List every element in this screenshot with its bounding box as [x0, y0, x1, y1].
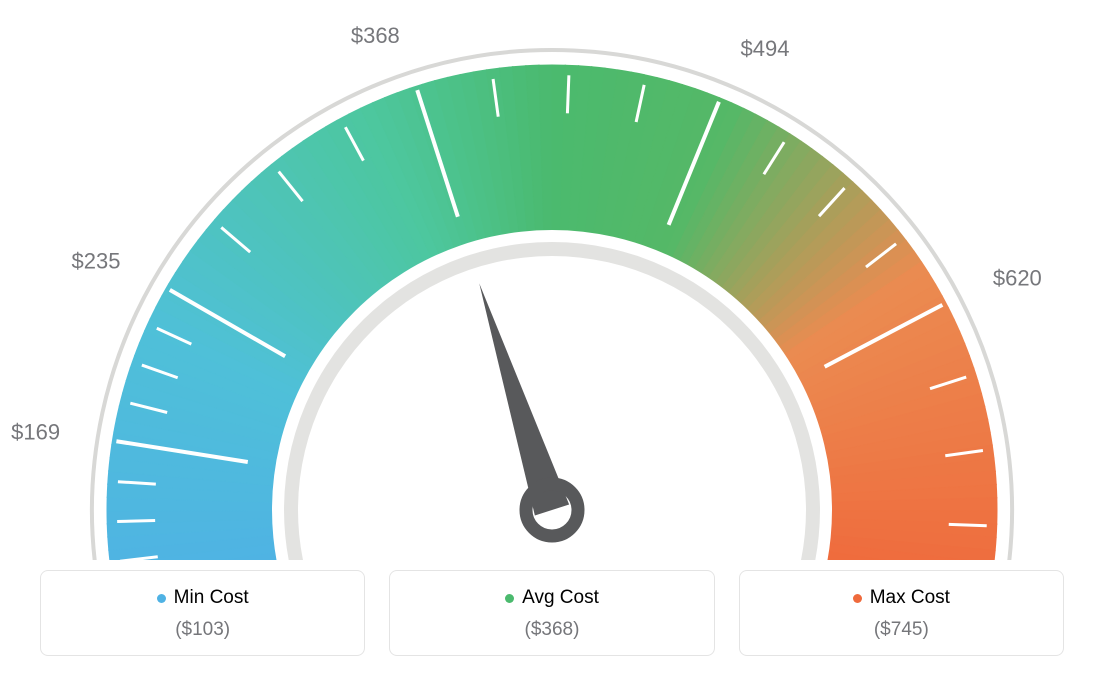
legend-card-max: Max Cost ($745): [739, 570, 1064, 656]
chart-container: $103$169$235$368$494$620$745 Min Cost ($…: [0, 0, 1104, 690]
tick-label: $368: [351, 23, 400, 48]
legend-label-avg: Avg Cost: [522, 587, 599, 609]
tick-label: $620: [993, 265, 1042, 290]
tick-label: $235: [72, 248, 121, 273]
legend-title-min: Min Cost: [157, 587, 249, 609]
legend-value-avg: ($368): [400, 619, 703, 641]
legend-card-min: Min Cost ($103): [40, 570, 365, 656]
gauge-area: $103$169$235$368$494$620$745: [0, 0, 1104, 560]
gauge-svg: $103$169$235$368$494$620$745: [0, 0, 1104, 560]
dot-max: [853, 594, 862, 603]
dot-avg: [505, 594, 514, 603]
legend-row: Min Cost ($103) Avg Cost ($368) Max Cost…: [0, 570, 1104, 656]
legend-label-max: Max Cost: [870, 587, 950, 609]
legend-value-max: ($745): [750, 619, 1053, 641]
tick-label: $169: [11, 419, 60, 444]
legend-card-avg: Avg Cost ($368): [389, 570, 714, 656]
dot-min: [157, 594, 166, 603]
legend-value-min: ($103): [51, 619, 354, 641]
legend-label-min: Min Cost: [174, 587, 249, 609]
tick-label: $494: [741, 36, 790, 61]
legend-title-avg: Avg Cost: [505, 587, 599, 609]
legend-title-max: Max Cost: [853, 587, 950, 609]
